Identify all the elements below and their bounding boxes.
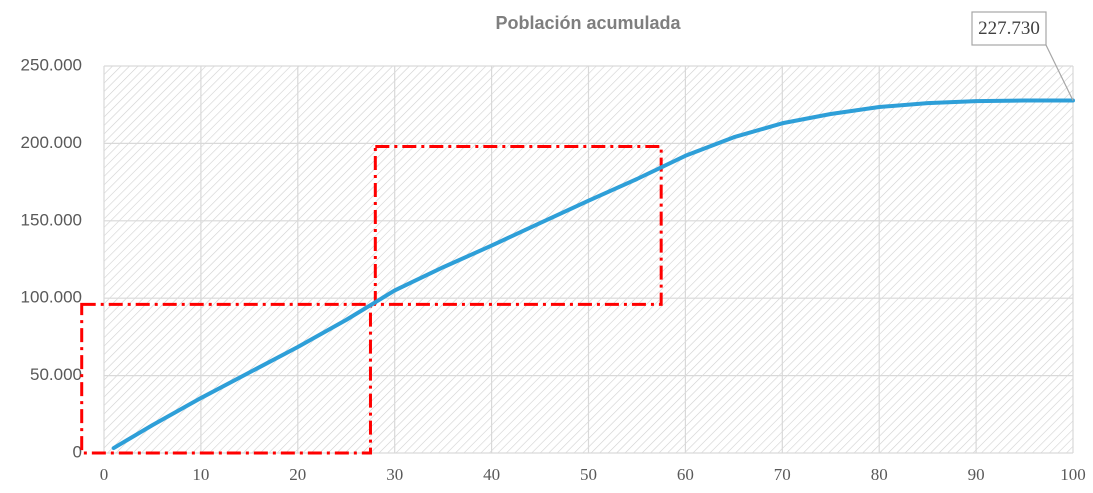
y-tick-label: 150.000: [21, 210, 82, 229]
x-tick-label: 60: [677, 465, 694, 484]
reference-box: [80, 302, 372, 455]
y-tick-label: 50.000: [30, 365, 82, 384]
chart-title: Población acumulada: [495, 13, 681, 33]
x-tick-label: 20: [289, 465, 306, 484]
x-tick-label: 90: [968, 465, 985, 484]
y-tick-label: 0: [73, 442, 82, 461]
x-tick-label: 100: [1060, 465, 1086, 484]
x-tick-label: 30: [386, 465, 403, 484]
x-tick-label: 70: [774, 465, 791, 484]
annotation-leader: [1045, 44, 1074, 101]
data-line: [111, 98, 1075, 451]
x-tick-label: 80: [871, 465, 888, 484]
y-tick-label: 100.000: [21, 288, 82, 307]
annotation-box: [971, 11, 1047, 46]
x-tick-label: 0: [100, 465, 109, 484]
x-tick-label: 40: [483, 465, 500, 484]
reference-box: [373, 144, 663, 306]
x-tick-label: 50: [580, 465, 597, 484]
y-tick-label: 250.000: [21, 55, 82, 74]
annotation-label: 227.730: [978, 18, 1040, 39]
y-tick-label: 200.000: [21, 133, 82, 152]
x-tick-label: 10: [192, 465, 209, 484]
